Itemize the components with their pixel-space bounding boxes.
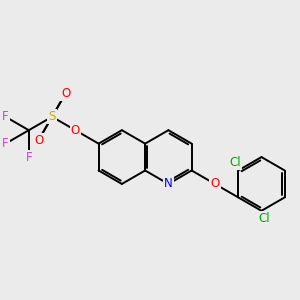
Text: O: O [210, 177, 220, 190]
Text: Cl: Cl [259, 212, 270, 225]
Text: F: F [2, 110, 9, 123]
Text: O: O [61, 87, 70, 100]
Text: F: F [2, 137, 9, 150]
Text: F: F [26, 151, 32, 164]
Text: N: N [164, 177, 173, 190]
Text: O: O [71, 124, 80, 137]
Text: Cl: Cl [230, 156, 241, 169]
Text: S: S [48, 110, 56, 123]
Text: O: O [34, 134, 43, 146]
